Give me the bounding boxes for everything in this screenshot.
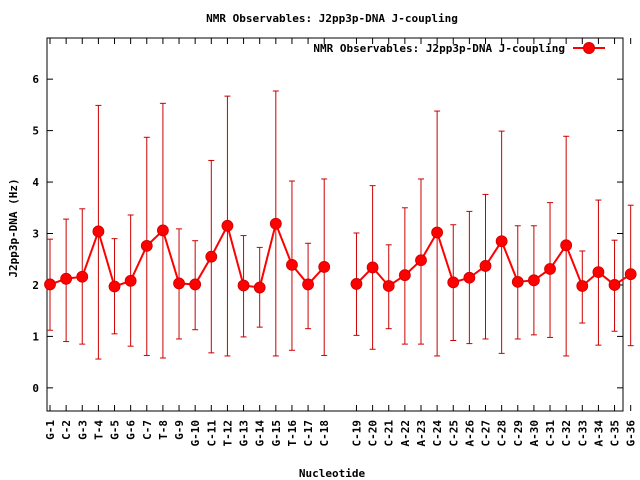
data-point (60, 272, 73, 285)
x-tick-label: C-28 (496, 420, 509, 447)
y-tick-label: 5 (32, 125, 39, 138)
data-point (415, 254, 427, 267)
x-tick-label: T-4 (92, 420, 105, 440)
series-line-segment (49, 220, 325, 289)
x-tick-label: G-15 (270, 420, 283, 447)
data-point (544, 263, 556, 275)
data-point (528, 274, 540, 287)
x-tick-label: C-7 (141, 420, 154, 440)
x-axis-label: Nucleotide (299, 467, 366, 480)
data-point (269, 217, 282, 230)
data-point (92, 225, 105, 238)
x-tick-label: C-19 (350, 420, 363, 447)
data-point (366, 261, 379, 274)
x-tick-label: G-9 (173, 420, 186, 440)
data-points (44, 217, 637, 294)
x-tick-label: C-31 (544, 420, 557, 447)
data-point (350, 278, 363, 290)
x-tick-label: G-36 (625, 420, 638, 447)
data-point (447, 276, 460, 289)
data-point (495, 235, 508, 248)
data-point (286, 258, 298, 271)
data-point (511, 275, 524, 288)
x-tick-label: C-27 (480, 420, 493, 447)
y-tick-label: 4 (32, 176, 39, 189)
x-tick-label: G-1 (44, 420, 57, 440)
data-point (463, 271, 476, 284)
y-tick-label: 6 (32, 73, 39, 86)
data-point (44, 278, 56, 291)
x-tick-label: A-23 (415, 420, 428, 447)
x-tick-label: C-25 (447, 420, 460, 447)
data-point (189, 278, 202, 291)
legend-label: NMR Observables: J2pp3p-DNA J-coupling (313, 42, 565, 55)
x-tick-label: C-17 (302, 420, 315, 447)
series-lines (49, 220, 632, 289)
chart-title: NMR Observables: J2pp3p-DNA J-coupling (206, 12, 458, 25)
data-point (576, 280, 589, 292)
x-tick-label: C-20 (367, 420, 380, 447)
data-point (560, 239, 573, 252)
data-point (302, 278, 314, 291)
x-tick-label: C-18 (318, 420, 331, 447)
x-tick-label: A-26 (463, 420, 476, 447)
data-point (431, 226, 444, 239)
x-tick-label: C-11 (205, 420, 218, 447)
x-tick-label: T-8 (157, 420, 170, 440)
y-axis-label: J2pp3p-DNA (Hz) (7, 178, 20, 277)
data-point (157, 224, 169, 237)
x-tick-label: C-21 (383, 420, 396, 447)
series-line-segment (355, 230, 632, 288)
x-tick-label: C-33 (576, 420, 589, 447)
x-tick-label: C-24 (431, 420, 444, 447)
y-tick-label: 3 (32, 228, 39, 241)
x-tick-label: A-30 (528, 420, 541, 447)
data-point (221, 219, 234, 232)
data-point (76, 270, 89, 283)
y-tick-label: 1 (32, 330, 39, 343)
data-point (140, 239, 153, 252)
x-tick-label: A-22 (399, 420, 412, 447)
x-tick-label: A-34 (592, 420, 605, 447)
x-tick-label: C-29 (512, 420, 525, 447)
data-point (318, 261, 331, 273)
data-point (253, 281, 266, 294)
x-tick-label: G-6 (125, 420, 138, 440)
x-tick-label: G-10 (189, 420, 202, 447)
y-tick-label: 0 (32, 382, 39, 395)
data-point (608, 279, 621, 291)
data-point (205, 250, 218, 263)
data-point (592, 266, 605, 278)
y-axis: 0 1 2 3 4 5 6 (32, 73, 623, 395)
x-tick-label: C-35 (609, 420, 622, 447)
x-tick-label: C-32 (560, 420, 573, 447)
data-point (108, 280, 121, 293)
y-tick-label: 2 (32, 279, 39, 292)
x-tick-label: G-13 (238, 420, 251, 447)
x-tick-label: T-16 (286, 420, 299, 447)
legend: NMR Observables: J2pp3p-DNA J-coupling (313, 42, 605, 55)
data-point (237, 279, 250, 292)
data-point (398, 269, 411, 282)
data-point (624, 268, 637, 281)
x-tick-label: G-3 (76, 420, 89, 440)
x-tick-label: G-5 (109, 420, 122, 440)
x-tick-label: C-2 (60, 420, 73, 440)
x-tick-label: G-14 (254, 420, 267, 447)
x-tick-label: T-12 (221, 420, 234, 447)
data-point (124, 274, 137, 287)
x-axis: G-1 C-2 G-3 T-4 G-5 G-6 C-7 T-8 G-9 G-10 C-11 T-12 G… (44, 38, 638, 447)
legend-marker (583, 42, 595, 54)
plot-area-border (46, 37, 624, 412)
error-bars (47, 90, 634, 360)
data-point (382, 280, 395, 292)
data-point (479, 260, 492, 272)
data-point (173, 277, 185, 290)
